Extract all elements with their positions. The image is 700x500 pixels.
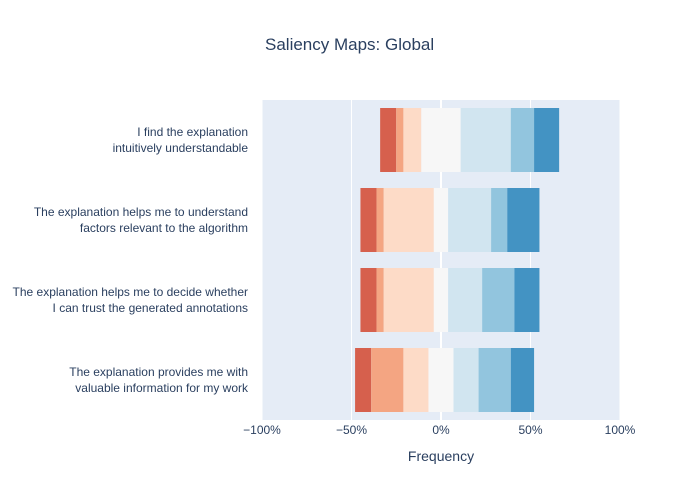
y-tick-label: The explanation helps me to decide wheth… — [13, 285, 248, 315]
bar-segment — [421, 108, 461, 172]
x-tick-label: 100% — [605, 423, 636, 437]
bar-segment — [482, 268, 515, 332]
bar-segment — [376, 188, 384, 252]
chart-title: Saliency Maps: Global — [265, 35, 434, 54]
bar-segment — [428, 348, 454, 412]
x-axis-ticks: −100% −50% 0% 50% 100% — [243, 423, 636, 437]
x-tick-label: 0% — [432, 423, 450, 437]
bar-segment — [478, 348, 511, 412]
bar-segment — [460, 108, 511, 172]
y-tick-label: I find the explanation intuitively unders… — [113, 125, 249, 155]
bar-segment — [514, 268, 540, 332]
bar-segment — [360, 268, 377, 332]
bars — [355, 108, 560, 412]
x-tick-label: −50% — [336, 423, 367, 437]
bar-segment — [507, 188, 540, 252]
bar-segment — [371, 348, 404, 412]
x-tick-label: 50% — [518, 423, 542, 437]
bar-segment — [448, 188, 492, 252]
bar-segment — [510, 348, 535, 412]
bar-segment — [383, 268, 434, 332]
bar-segment — [376, 268, 384, 332]
bar-segment — [403, 348, 429, 412]
bar-segment — [453, 348, 479, 412]
x-tick-label: −100% — [243, 423, 281, 437]
bar-segment — [433, 188, 449, 252]
y-tick-label: The explanation provides me with valuable… — [69, 365, 249, 395]
bar-segment — [433, 268, 449, 332]
bar-segment — [510, 108, 535, 172]
bar-segment — [355, 348, 372, 412]
bar-segment — [491, 188, 508, 252]
bar-segment — [448, 268, 483, 332]
y-axis-ticks: I find the explanation intuitively unders… — [13, 125, 249, 395]
bar-segment — [403, 108, 422, 172]
bar-segment — [360, 188, 377, 252]
y-tick-label: The explanation helps me to understand fa… — [34, 205, 248, 235]
bar-segment — [396, 108, 404, 172]
bar-segment — [380, 108, 397, 172]
x-axis-label: Frequency — [408, 448, 474, 464]
bar-segment — [534, 108, 560, 172]
bar-segment — [383, 188, 434, 252]
